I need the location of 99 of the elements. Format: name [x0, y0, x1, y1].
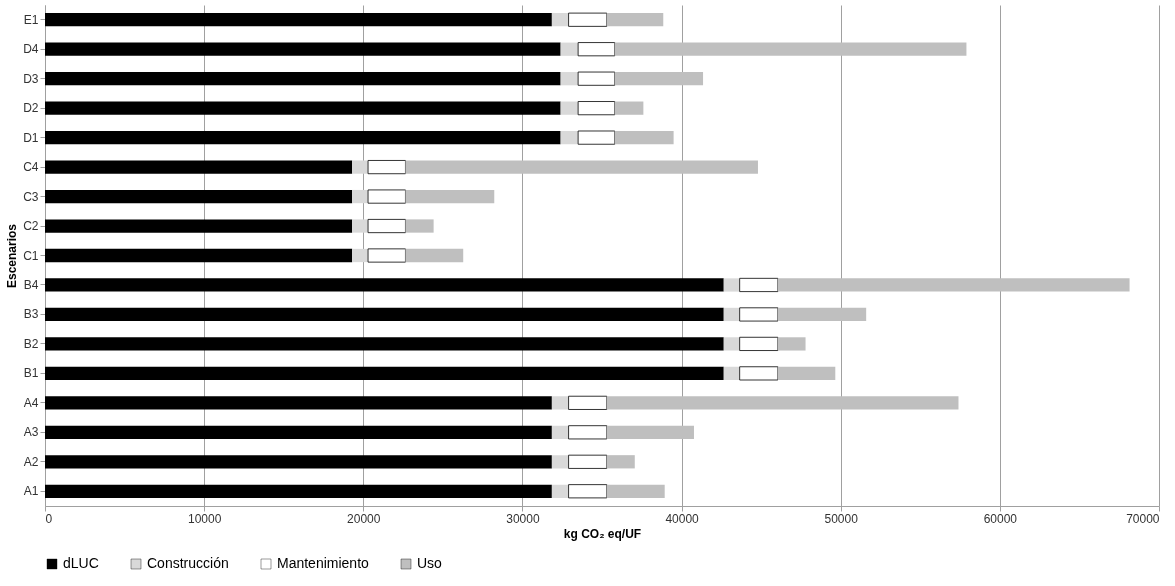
y-tick-label: E1: [23, 12, 39, 27]
bar: [777, 307, 867, 322]
bar: [405, 248, 464, 263]
bar: [45, 455, 552, 469]
y-tick-label: A3: [23, 425, 39, 440]
x-tick-label: 70000: [1126, 511, 1160, 526]
x-tick-label: 10000: [187, 511, 222, 526]
bar: [606, 13, 664, 27]
bar: [723, 307, 740, 322]
x-tick-label: 30000: [506, 511, 540, 526]
bar: [577, 71, 616, 86]
x-tick-label: 60000: [983, 511, 1018, 526]
bar: [606, 484, 665, 498]
y-tick-label: B3: [23, 307, 39, 322]
bar: [352, 189, 369, 204]
y-tick-label: A2: [23, 454, 39, 469]
bar: [352, 160, 369, 174]
bar: [45, 396, 552, 410]
bar: [45, 366, 724, 381]
legend-label: Uso: [417, 555, 443, 571]
y-tick-label: C1: [23, 248, 39, 263]
bar: [45, 307, 724, 322]
y-tick-label: B1: [23, 366, 39, 381]
bar: [560, 101, 579, 115]
bar: [405, 189, 495, 204]
bar: [739, 277, 779, 292]
bar: [45, 278, 724, 292]
x-tick-label: 40000: [665, 511, 700, 526]
x-tick-label: 50000: [824, 511, 859, 526]
bar: [45, 248, 353, 263]
y-tick-label: C4: [23, 160, 39, 175]
x-axis-title: kg CO₂ eq/UF: [563, 526, 642, 541]
bar: [45, 484, 552, 498]
bar: [577, 130, 616, 145]
y-axis-title: Escenarios: [5, 223, 20, 289]
bar: [45, 337, 724, 351]
bar: [577, 42, 616, 57]
bar: [45, 13, 552, 27]
y-tick-label: C2: [23, 219, 39, 234]
bar: [45, 189, 353, 204]
bar: [568, 12, 608, 27]
bar: [45, 130, 561, 145]
bar: [45, 425, 552, 439]
bar: [45, 42, 561, 56]
bar: [723, 278, 740, 292]
y-tick-label: C3: [23, 189, 39, 204]
bar: [551, 455, 569, 469]
x-tick-label: 0: [45, 511, 53, 526]
bar: [560, 42, 579, 56]
bar: [551, 396, 569, 410]
bar: [551, 13, 569, 27]
y-tick-label: B2: [23, 336, 39, 351]
bar: [352, 248, 369, 263]
legend-label: Mantenimiento: [277, 555, 370, 571]
y-tick-label: B4: [23, 277, 39, 292]
y-tick-label: D2: [23, 101, 39, 116]
bar: [45, 160, 353, 174]
bar: [45, 219, 353, 233]
bar: [606, 455, 635, 469]
bar: [723, 337, 740, 351]
bar: [367, 248, 406, 263]
bar: [367, 189, 406, 204]
bar: [777, 337, 806, 351]
bar: [367, 219, 406, 234]
bar: [723, 366, 740, 381]
legend-label: dLUC: [63, 555, 99, 571]
bar: [45, 72, 561, 86]
bar: [560, 130, 579, 145]
bar: [45, 101, 561, 115]
bar: [568, 395, 608, 410]
bar: [777, 366, 836, 381]
bar: [560, 72, 579, 86]
y-tick-label: A1: [23, 484, 39, 499]
bar: [405, 219, 434, 233]
bar: [367, 160, 406, 175]
legend-label: Construcción: [147, 555, 229, 571]
bar: [405, 160, 758, 174]
bar: [606, 425, 694, 439]
bar: [352, 219, 369, 233]
bar: [606, 396, 959, 410]
y-tick-label: D3: [23, 71, 39, 86]
bar: [614, 42, 967, 56]
bar: [568, 454, 608, 469]
bar: [568, 425, 608, 440]
x-tick-label: 20000: [347, 511, 381, 526]
bar: [614, 72, 704, 86]
bar: [739, 307, 779, 322]
bar: [614, 101, 644, 115]
y-tick-label: A4: [23, 395, 39, 410]
y-tick-label: D1: [23, 130, 39, 145]
bar: [577, 101, 616, 116]
bar: [568, 484, 608, 499]
bar: [739, 366, 779, 381]
bar: [551, 425, 569, 439]
bar: [551, 484, 569, 498]
bar: [777, 278, 1130, 292]
bar: [739, 336, 779, 351]
y-tick-label: D4: [23, 42, 39, 57]
bar: [614, 130, 674, 145]
